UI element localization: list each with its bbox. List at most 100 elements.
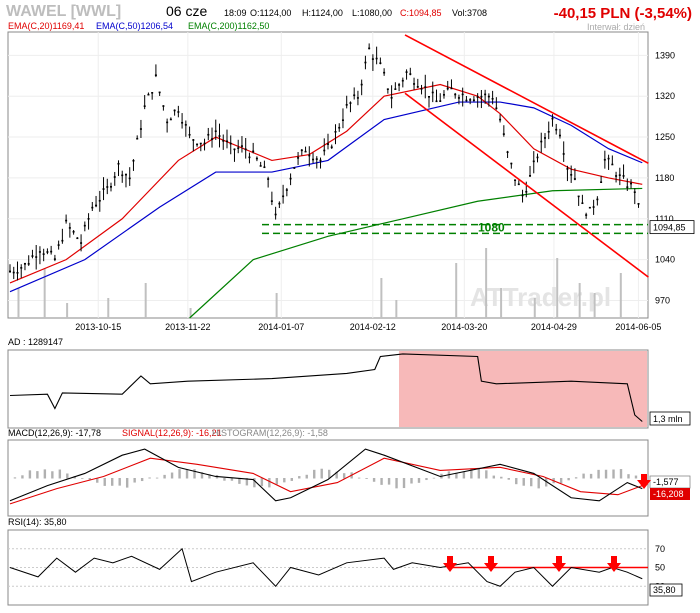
histogram-bar — [522, 478, 525, 486]
histogram-bar — [96, 478, 99, 483]
histogram-bar — [170, 472, 174, 479]
high-label: H:1124,00 — [302, 8, 343, 18]
histogram-bar — [58, 469, 62, 479]
y-tick-label: 970 — [655, 295, 670, 305]
change-label: -40,15 PLN (-3,54%) — [554, 5, 692, 22]
histogram-bar — [298, 476, 301, 479]
volume-bar — [485, 248, 488, 318]
ad-title: AD : 1289147 — [8, 337, 63, 347]
histogram-bar — [485, 470, 488, 479]
ema20-line — [9, 83, 643, 284]
rsi-value-label: 35,80 — [653, 585, 676, 595]
signal-legend: SIGNAL(12,26,9): -16,21 — [122, 428, 222, 438]
histogram-bar — [559, 478, 563, 484]
histogram-bar — [245, 478, 249, 486]
volume-bar — [189, 308, 192, 318]
histogram-bar — [208, 474, 211, 479]
histogram-bar — [36, 471, 39, 479]
histogram-bar — [230, 478, 234, 481]
ad-value-box — [649, 411, 691, 426]
volume-bar — [17, 288, 20, 318]
histogram-bar — [155, 477, 159, 479]
rsi-arrow — [607, 556, 621, 572]
open-label: O:1124,00 — [250, 8, 291, 18]
volume-bar — [593, 293, 596, 318]
histogram-bar — [417, 478, 421, 483]
histogram-bar — [320, 468, 323, 479]
ad-value-label: 1,3 mln — [653, 414, 683, 424]
x-tick-label: 2013-11-22 — [165, 322, 210, 332]
histogram-bar — [380, 478, 383, 485]
price-x-axis: 2013-10-15 2013-11-22 2014-01-07 2014-02-12… — [75, 322, 661, 332]
signal-value-box — [650, 488, 690, 500]
histogram-bar — [402, 478, 406, 489]
ad-highlight-zone — [399, 351, 647, 427]
macd-arrow — [637, 474, 651, 489]
histogram-value-label: -1,577 — [653, 477, 679, 487]
time-label: 18:09 — [224, 8, 247, 18]
histogram-bar — [410, 478, 413, 484]
histogram-bar — [357, 477, 361, 479]
y-tick-label: 1180 — [655, 173, 674, 183]
histogram-bar — [365, 478, 368, 479]
histogram-bar — [268, 478, 271, 488]
ema50-line — [9, 101, 643, 293]
histogram-bar — [223, 478, 226, 481]
rsi-tick-label: 70 — [655, 544, 665, 554]
histogram-bar — [103, 478, 106, 486]
volume-bars — [17, 248, 622, 318]
y-tick-label: 1110 — [655, 214, 674, 224]
x-tick-label: 2014-01-07 — [258, 322, 304, 332]
volume-bar — [578, 283, 581, 318]
histogram-bar — [133, 478, 136, 483]
histogram-bar — [544, 478, 548, 487]
volume-bar — [380, 278, 383, 318]
histogram-bar — [253, 478, 256, 488]
histogram-bar — [589, 473, 593, 479]
ticker-title: WAWEL [WWL] — [6, 3, 121, 20]
x-tick-label: 2014-03-20 — [441, 322, 487, 332]
volume-bar — [66, 303, 69, 318]
histogram-bar — [597, 469, 600, 479]
date-label: 06 cze — [166, 3, 207, 19]
histogram-bar — [73, 476, 76, 479]
signal-value-label: -16,208 — [653, 489, 684, 499]
rsi-arrow — [552, 556, 566, 572]
histogram-legend: HISTOGRAM(12,26,9): -1,58 — [212, 428, 328, 438]
legend-ema200: EMA(C,200)1162,50 — [188, 21, 269, 31]
volume-bar — [556, 258, 559, 318]
histogram-bar — [500, 476, 503, 479]
macd-panel — [7, 439, 649, 517]
histogram-bar — [574, 477, 578, 479]
volume-bar — [619, 273, 622, 318]
histogram-bar — [81, 478, 84, 479]
price-lines — [9, 43, 643, 319]
price-grid — [8, 32, 648, 318]
volume-bar — [395, 300, 398, 318]
interval-label: Interwał: dzień — [587, 22, 645, 32]
histogram-bar — [530, 478, 533, 487]
price-panel — [7, 31, 649, 319]
price-y-axis: 970 1040 1110 1180 1250 1320 1390 — [655, 50, 675, 305]
ad-line — [9, 353, 643, 422]
x-tick-label: 2014-06-05 — [615, 322, 661, 332]
y-tick-label: 1320 — [655, 91, 675, 101]
histogram-bar — [328, 469, 331, 479]
histogram-bar — [507, 478, 510, 480]
histogram-bar — [619, 469, 623, 479]
ema200-line — [189, 187, 643, 319]
y-tick-label: 1390 — [655, 50, 675, 60]
volume-bar — [533, 298, 536, 318]
histogram-bar — [634, 475, 638, 479]
histogram-bar — [111, 478, 114, 486]
volume-label: Vol:3708 — [452, 8, 487, 18]
macd-indicator: -1,577 -16,208 — [9, 448, 691, 505]
rsi-value-box — [649, 583, 683, 597]
histogram-bar — [313, 469, 316, 479]
histogram-bar — [238, 478, 241, 484]
histogram-bar — [193, 469, 196, 479]
last-price-box — [649, 220, 695, 235]
close-label: C:1094,85 — [400, 8, 442, 18]
rsi-indicator: 30507035,80 — [8, 544, 683, 597]
histogram-bar — [21, 475, 24, 479]
